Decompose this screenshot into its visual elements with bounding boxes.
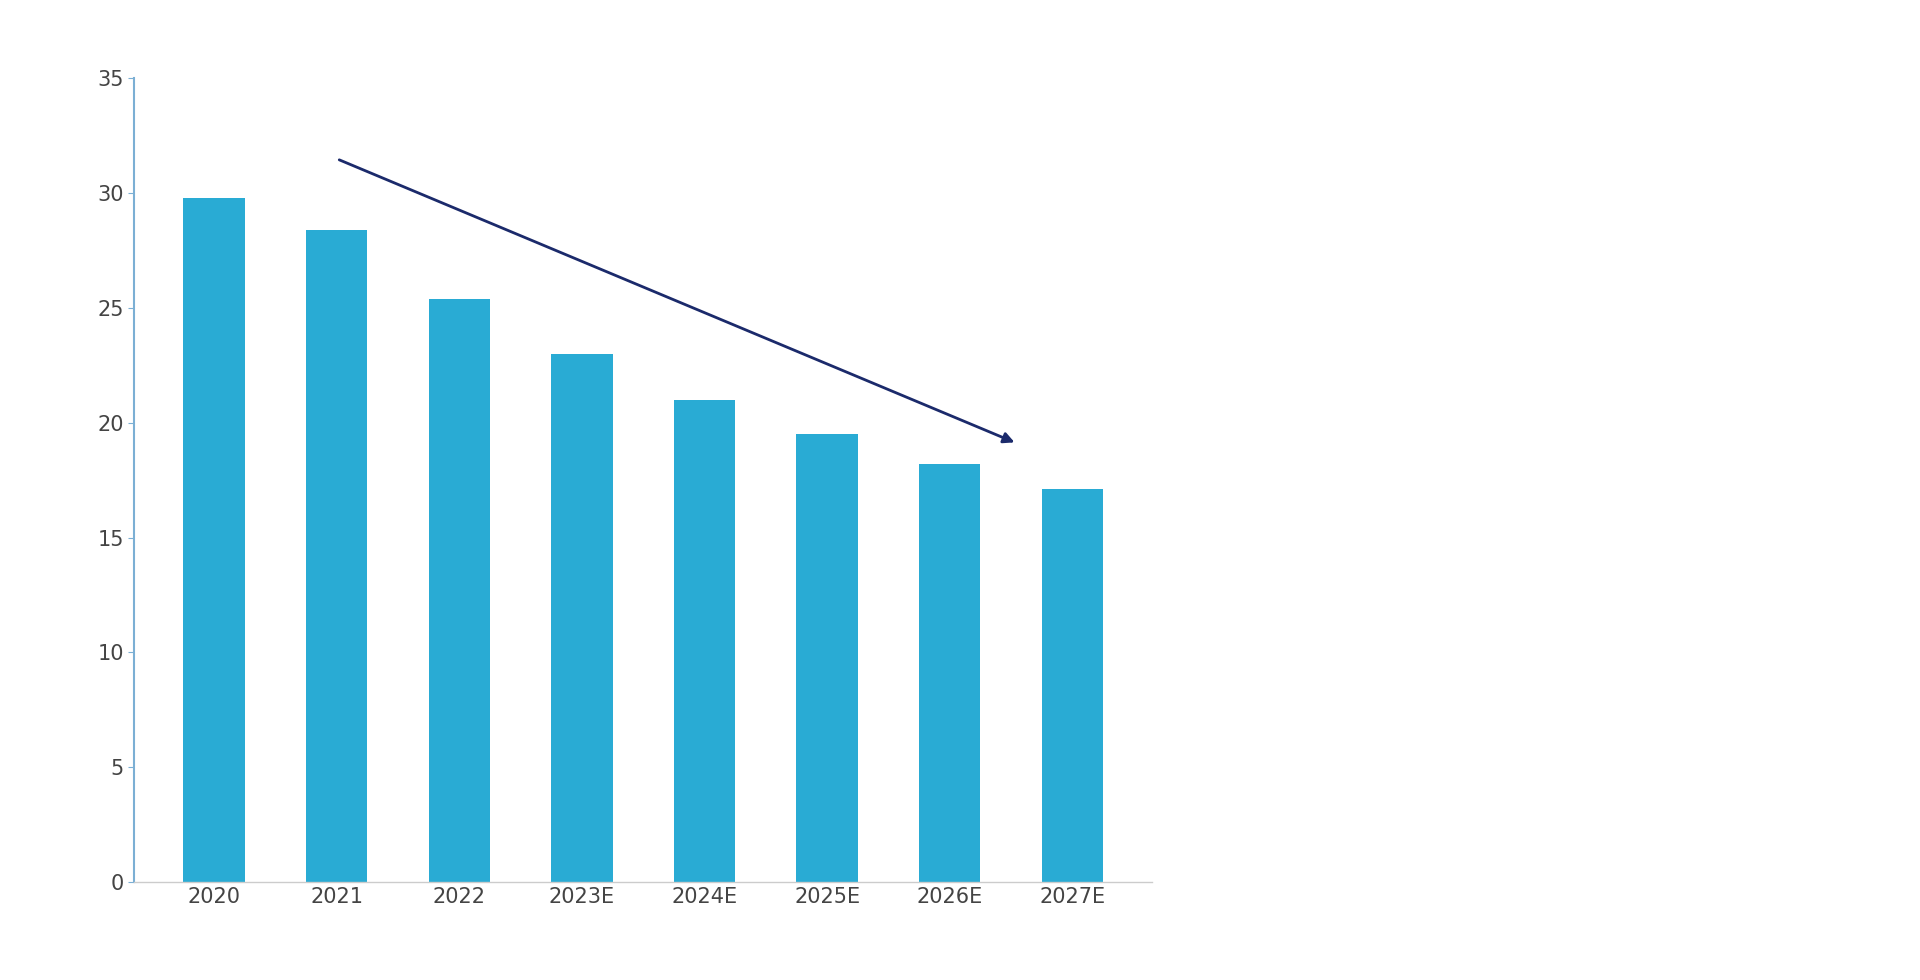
Bar [428, 299, 490, 882]
Bar [797, 434, 858, 882]
Bar [920, 465, 981, 882]
Bar [305, 230, 367, 882]
Bar [551, 354, 612, 882]
Bar [1043, 489, 1102, 882]
Bar [184, 198, 244, 882]
Bar [674, 400, 735, 882]
